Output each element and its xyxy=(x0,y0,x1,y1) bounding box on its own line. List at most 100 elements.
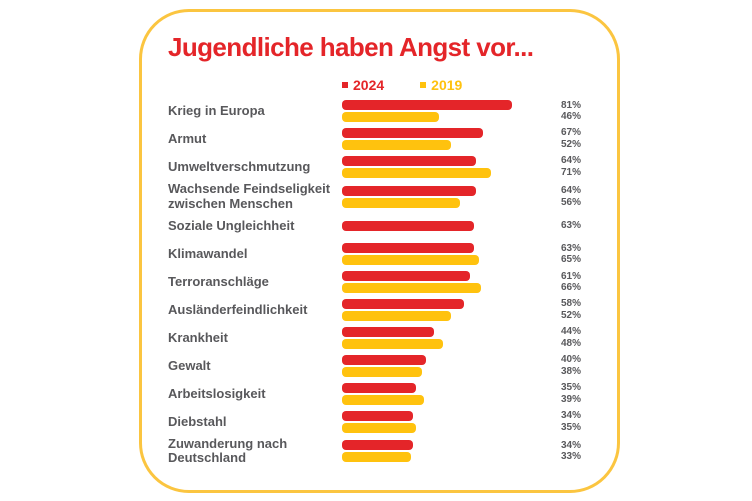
value-label-2024: 63% xyxy=(561,220,582,232)
bar-2019 xyxy=(342,255,479,266)
value-label-2024: 34% xyxy=(561,439,582,451)
bar-2019 xyxy=(342,139,452,150)
chart-row: Diebstahl 34% 35% xyxy=(168,409,609,435)
value-labels: 64% 56% xyxy=(561,185,609,208)
chart-row: Zuwanderung nach Deutschland 34% 33% xyxy=(168,435,609,466)
category-label: Armut xyxy=(168,130,207,146)
category-label: Soziale Ungleichheit xyxy=(168,217,295,233)
value-label-2019: 66% xyxy=(561,282,582,293)
value-label-2024: 34% xyxy=(561,410,582,422)
category-label: Terroranschläge xyxy=(168,273,269,289)
value-labels: 35% 39% xyxy=(561,382,609,405)
bar-group xyxy=(342,326,561,349)
category-label: Diebstahl xyxy=(168,413,227,429)
bar-2024 xyxy=(342,185,477,196)
bar-2024 xyxy=(342,221,475,232)
bar-group xyxy=(342,185,561,208)
legend-label-2024: 2024 xyxy=(353,77,385,93)
chart-row: Terroranschläge 61% 66% xyxy=(168,269,609,295)
chart-row: Krieg in Europa 81% 46% xyxy=(168,98,609,124)
bar-2024 xyxy=(342,382,416,393)
value-labels: 58% 52% xyxy=(561,298,609,321)
bar-group xyxy=(342,221,561,232)
chart-row: Klimawandel 63% 65% xyxy=(168,241,609,267)
category-label: Arbeitslosigkeit xyxy=(168,385,266,401)
value-label-2024: 67% xyxy=(561,127,582,139)
bar-2024 xyxy=(342,298,464,309)
bar-2024 xyxy=(342,326,435,337)
category-label: Gewalt xyxy=(168,357,211,373)
value-label-2024: 58% xyxy=(561,298,582,310)
chart-row: Umweltverschmutzung 64% 71% xyxy=(168,154,609,180)
bar-group xyxy=(342,298,561,321)
bar-group xyxy=(342,155,561,178)
bar-2019 xyxy=(342,338,443,349)
legend-swatch-2024-icon xyxy=(342,82,348,88)
value-labels: 67% 52% xyxy=(561,127,609,150)
value-labels: 44% 48% xyxy=(561,326,609,349)
chart-row: Gewalt 40% 38% xyxy=(168,353,609,379)
category-label: Zuwanderung nach Deutschland xyxy=(168,435,288,466)
bar-2024 xyxy=(342,440,414,451)
legend-item-2019: 2019 xyxy=(420,77,462,93)
value-label-2019: 39% xyxy=(561,393,582,405)
value-label-2024: 44% xyxy=(561,326,582,338)
value-label-2019: 71% xyxy=(561,166,582,178)
category-label: Klimawandel xyxy=(168,245,248,261)
value-label-2019: 52% xyxy=(561,309,582,321)
bar-group xyxy=(342,410,561,433)
value-labels: 81% 46% xyxy=(561,100,609,123)
bar-2019 xyxy=(342,310,452,321)
bar-2024 xyxy=(342,271,471,281)
value-label-2019: 38% xyxy=(561,365,582,377)
chart-rows: Krieg in Europa 81% 46% Armut 67% 52% Umweltve… xyxy=(168,98,609,466)
bar-2019 xyxy=(342,422,416,433)
bar-group xyxy=(342,243,561,266)
value-labels: 34% 35% xyxy=(561,410,609,433)
chart-row: Krankheit 44% 48% xyxy=(168,325,609,351)
category-label: Umweltverschmutzung xyxy=(168,158,311,174)
bar-group xyxy=(342,271,561,293)
bar-2019 xyxy=(342,452,412,463)
value-label-2019: 65% xyxy=(561,254,582,266)
bar-2019 xyxy=(342,283,481,293)
category-label: Wachsende Feindseligkeit zwischen Mensch… xyxy=(168,180,331,211)
value-labels: 34% 33% xyxy=(561,440,609,463)
chart-row: Soziale Ungleichheit 63% xyxy=(168,213,609,239)
category-label: Krankheit xyxy=(168,329,228,345)
bar-group xyxy=(342,354,561,377)
bar-2024 xyxy=(342,127,483,138)
bar-group xyxy=(342,382,561,405)
value-labels: 63% xyxy=(561,220,609,232)
value-label-2024: 63% xyxy=(561,242,582,254)
category-label: Ausländerfeindlichkeit xyxy=(168,301,308,317)
chart-title: Jugendliche haben Angst vor... xyxy=(168,32,534,62)
value-label-2024: 64% xyxy=(561,155,582,167)
legend-item-2024: 2024 xyxy=(342,77,384,93)
bar-2019 xyxy=(342,197,460,208)
value-label-2024: 40% xyxy=(561,354,582,366)
bar-2024 xyxy=(342,100,513,110)
value-label-2024: 81% xyxy=(561,99,582,111)
bar-2024 xyxy=(342,243,475,254)
value-labels: 40% 38% xyxy=(561,354,609,377)
value-label-2019: 48% xyxy=(561,337,582,349)
legend-swatch-2019-icon xyxy=(420,82,427,88)
chart-row: Ausländerfeindlichkeit 58% 52% xyxy=(168,297,609,323)
bar-group xyxy=(342,127,561,150)
category-label: Krieg in Europa xyxy=(168,102,265,118)
value-label-2019: 52% xyxy=(561,138,582,150)
value-labels: 64% 71% xyxy=(561,155,609,178)
value-labels: 61% 66% xyxy=(561,271,609,294)
value-label-2019: 35% xyxy=(561,421,582,433)
value-label-2019: 46% xyxy=(561,111,582,122)
bar-2024 xyxy=(342,410,414,421)
bar-2024 xyxy=(342,354,426,365)
bar-group xyxy=(342,440,561,463)
legend-label-2019: 2019 xyxy=(431,77,463,93)
chart-row: Wachsende Feindseligkeit zwischen Mensch… xyxy=(168,180,609,211)
value-labels: 63% 65% xyxy=(561,243,609,266)
bar-2019 xyxy=(342,112,439,122)
value-label-2024: 35% xyxy=(561,382,582,394)
bar-2024 xyxy=(342,155,477,166)
